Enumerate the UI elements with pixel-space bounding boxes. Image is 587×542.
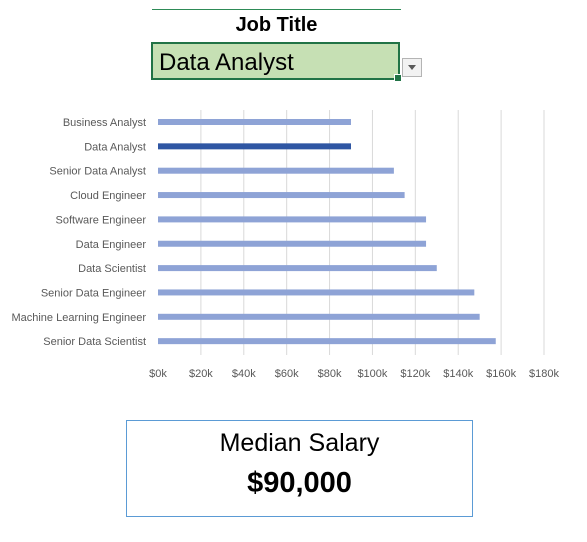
salary-bar-chart: Business Analyst Data Analyst Senior Data … [11, 110, 559, 380]
category-label: Business Analyst [63, 117, 146, 129]
bar [158, 216, 427, 223]
category-label: Software Engineer [56, 214, 147, 226]
category-label: Cloud Engineer [70, 190, 146, 202]
category-label: Data Analyst [84, 141, 146, 153]
bar [158, 313, 480, 320]
x-tick-label: $40k [232, 368, 256, 380]
x-tick-label: $180k [529, 368, 559, 380]
bar [158, 289, 475, 296]
x-tick-label: $20k [189, 368, 213, 380]
bar [158, 192, 405, 199]
x-tick-label: $140k [443, 368, 473, 380]
gridlines [200, 110, 545, 355]
x-tick-labels: $0k $20k $40k $60k $80k $100k $120k $140k $160k $… [149, 368, 559, 380]
job-title-selected-value: Data Analyst [159, 49, 294, 76]
median-salary-title: Median Salary [219, 429, 380, 457]
x-tick-label: $60k [275, 368, 299, 380]
category-label: Senior Data Analyst [49, 166, 146, 178]
bar [158, 167, 394, 174]
category-label: Data Engineer [76, 239, 147, 251]
category-label: Senior Data Engineer [41, 287, 147, 299]
x-tick-label: $160k [486, 368, 516, 380]
bar [158, 338, 496, 345]
x-tick-label: $80k [318, 368, 342, 380]
bar [158, 265, 437, 272]
x-tick-label: $0k [149, 368, 167, 380]
category-labels: Business Analyst Data Analyst Senior Data … [11, 117, 146, 348]
job-title-label: Job Title [235, 14, 318, 36]
bar [158, 119, 351, 125]
chevron-down-icon [408, 65, 416, 70]
job-title-select[interactable]: Data Analyst [151, 42, 402, 82]
bar [158, 240, 427, 247]
x-tick-label: $120k [400, 368, 430, 380]
category-label: Senior Data Scientist [43, 336, 146, 348]
category-label: Data Scientist [78, 263, 146, 275]
bar [158, 143, 351, 150]
cell-fill-handle[interactable] [394, 74, 402, 82]
x-tick-label: $100k [357, 368, 387, 380]
category-label: Machine Learning Engineer [11, 312, 146, 324]
bars [158, 119, 496, 345]
job-title-dropdown-button[interactable] [402, 58, 422, 77]
filter-top-rule [152, 9, 401, 10]
median-salary-value: $90,000 [247, 467, 352, 499]
median-salary-card: Median Salary $90,000 [126, 420, 473, 517]
